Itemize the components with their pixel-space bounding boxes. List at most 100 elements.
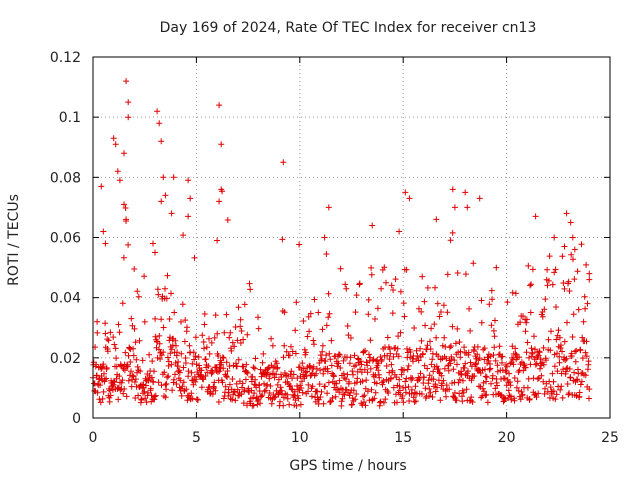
data-point [534,376,541,382]
data-point [538,362,545,369]
data-point [494,382,501,389]
data-point [266,375,273,382]
data-point [272,393,279,400]
data-point [125,114,132,121]
data-point [183,386,190,393]
data-point [559,394,566,401]
data-point [205,363,212,370]
data-point [244,402,250,409]
data-point [377,354,384,360]
data-point [438,372,445,379]
data-point [224,374,231,380]
data-point [125,99,132,106]
data-point [430,376,437,383]
data-point [94,389,101,396]
data-point [457,348,464,355]
data-point [338,398,345,405]
data-point [406,398,413,404]
data-point [403,266,410,273]
data-point [96,376,102,383]
data-point [154,286,161,293]
data-point [274,364,281,371]
y-tick-label: 0.08 [50,170,81,186]
data-point [501,375,508,382]
data-point [206,350,213,357]
data-point [307,363,314,370]
data-point [170,376,177,383]
data-point [371,395,378,402]
data-point [388,375,394,381]
data-point [401,367,408,374]
data-point [446,386,453,393]
data-point [586,270,593,277]
data-point [586,386,593,393]
data-point [375,367,382,374]
data-point [325,379,332,386]
data-point [367,354,374,361]
data-point [548,328,554,335]
data-point [527,361,534,368]
data-point [237,340,244,346]
x-tick-label: 20 [498,430,516,446]
data-point [412,383,419,390]
data-point [557,386,564,393]
data-point [118,379,125,386]
data-point [535,352,542,359]
data-point [410,358,416,365]
data-point [110,334,117,341]
data-point [156,332,163,339]
data-point [337,365,344,371]
data-point [192,353,199,360]
data-point [162,394,169,401]
data-point [178,350,185,357]
data-point [284,391,291,398]
data-point [297,382,304,389]
data-point [486,301,493,308]
data-point [322,383,328,390]
data-point [279,236,286,243]
data-point [298,385,305,391]
data-point [450,394,457,400]
data-point [317,352,324,359]
data-point [555,327,562,334]
data-point [515,387,522,394]
data-point [324,368,331,375]
data-point [99,395,106,402]
data-point [202,356,209,363]
data-point [191,356,198,363]
data-point [165,358,172,365]
data-point [166,337,173,344]
data-point [441,365,448,372]
data-point [149,358,156,365]
data-point [484,399,491,406]
y-tick-label: 0.04 [50,291,81,307]
data-point [449,229,456,236]
data-point [499,359,505,366]
data-point [119,300,126,307]
data-point [190,349,197,356]
data-point [235,304,242,311]
data-point [229,339,236,346]
data-point [130,352,137,359]
data-point [256,381,263,388]
data-point [332,393,339,400]
y-tick-label: 0.02 [50,351,81,367]
data-point [488,322,495,329]
data-point [353,292,360,299]
data-point [240,336,247,343]
data-point [436,369,443,376]
data-point [424,342,431,349]
data-point [161,369,168,376]
data-point [100,388,107,395]
data-point [344,323,351,329]
x-tick-label: 15 [394,430,412,446]
data-point [120,254,127,261]
data-point [97,399,104,406]
data-point [199,332,206,339]
data-point [533,394,540,401]
data-point [185,373,192,380]
data-point [544,282,551,289]
y-axis-label: ROTI / TECUs [6,194,22,286]
data-point [106,398,113,405]
data-point [123,393,130,400]
